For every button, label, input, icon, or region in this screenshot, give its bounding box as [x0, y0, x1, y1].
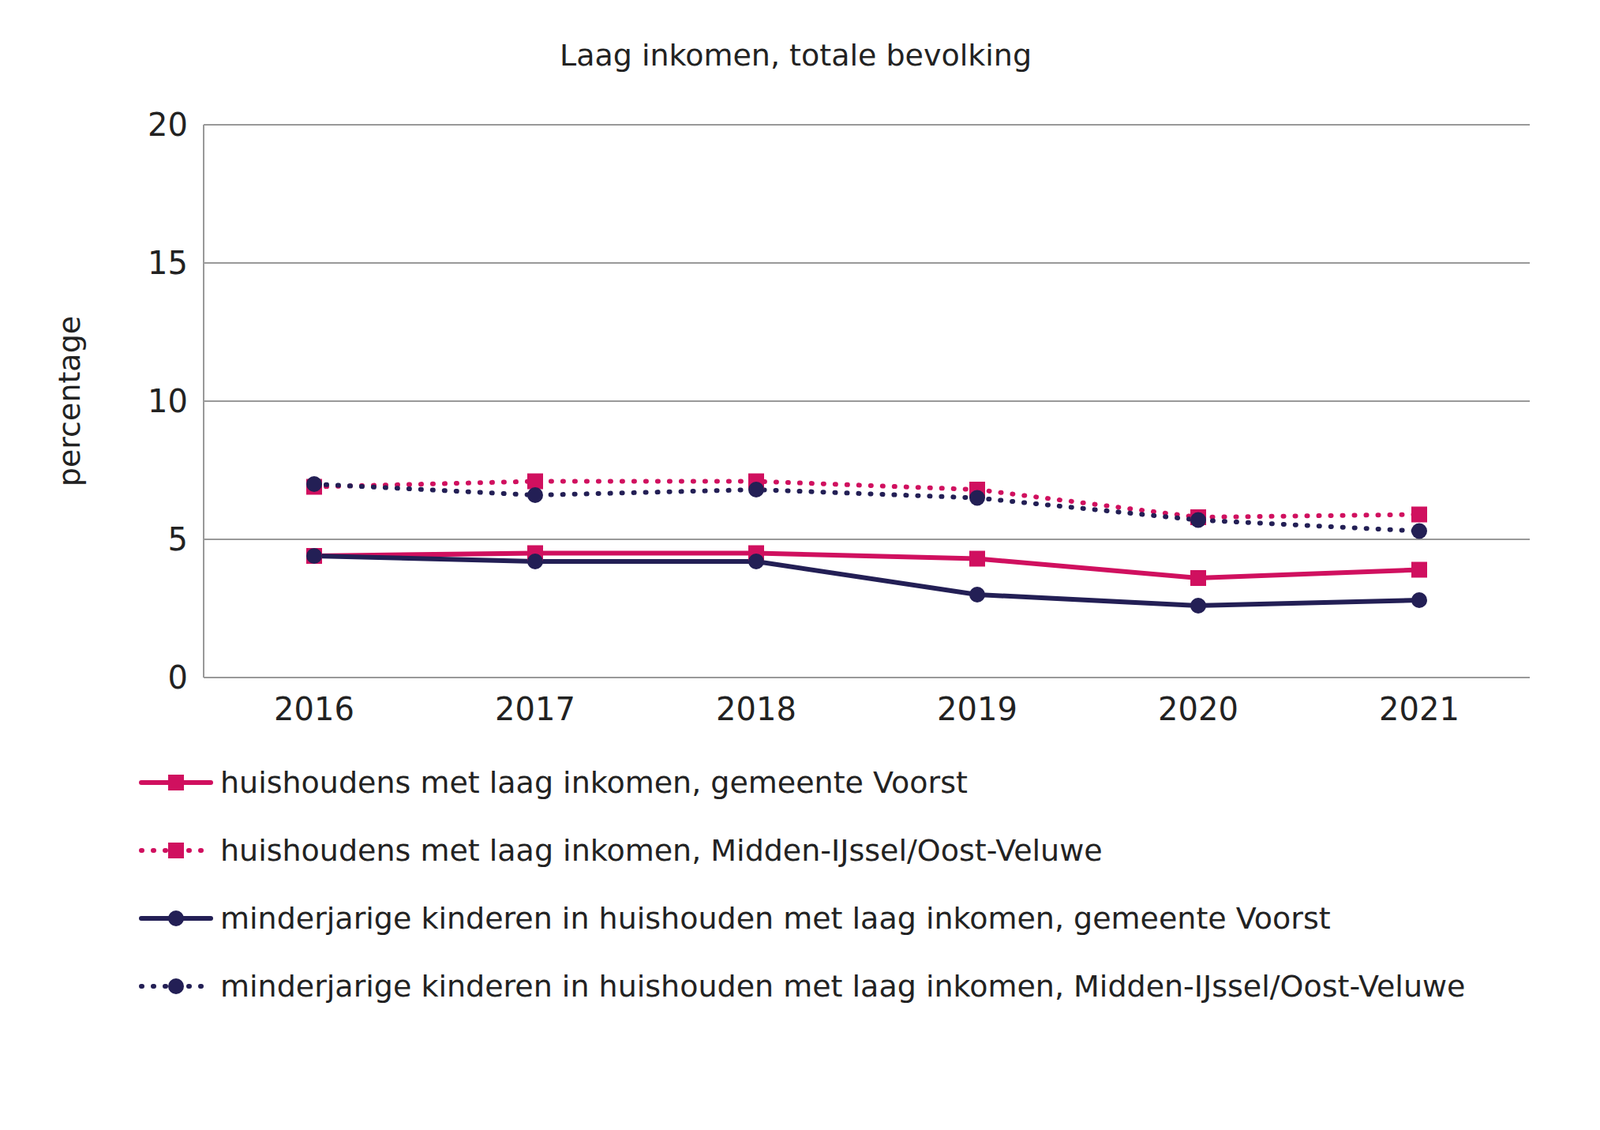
html-text:huishoudens met laag inkomen,: huishoudens met laag inkomen, gemeente V…: [220, 764, 968, 800]
svg-text:2017: 2017: [494, 690, 576, 727]
html-text:minderjarige kinderen in huish: minderjarige kinderen in huishouden met …: [220, 968, 1466, 1004]
html-text:minderjarige kinderen in huish: minderjarige kinderen in huishouden met …: [220, 900, 1331, 936]
svg-text:2019: 2019: [936, 690, 1018, 727]
html-text:Laag inkomen, totale bevolking: Laag inkomen, totale bevolking: [559, 37, 1032, 73]
svg-text:0: 0: [168, 659, 188, 696]
svg-text:percentage: percentage: [52, 315, 87, 487]
html-text:huishoudens met laag inkomen,: huishoudens met laag inkomen, Midden-IJs…: [220, 832, 1103, 868]
svg-text:2020: 2020: [1157, 690, 1239, 727]
svg-text:10: 10: [147, 382, 188, 420]
svg-text:2016: 2016: [273, 690, 355, 727]
svg-text:2018: 2018: [715, 690, 797, 727]
svg-text:15: 15: [147, 244, 188, 282]
svg-text:2021: 2021: [1378, 690, 1460, 727]
svg-text:5: 5: [168, 520, 188, 558]
svg-text:20: 20: [147, 106, 188, 143]
